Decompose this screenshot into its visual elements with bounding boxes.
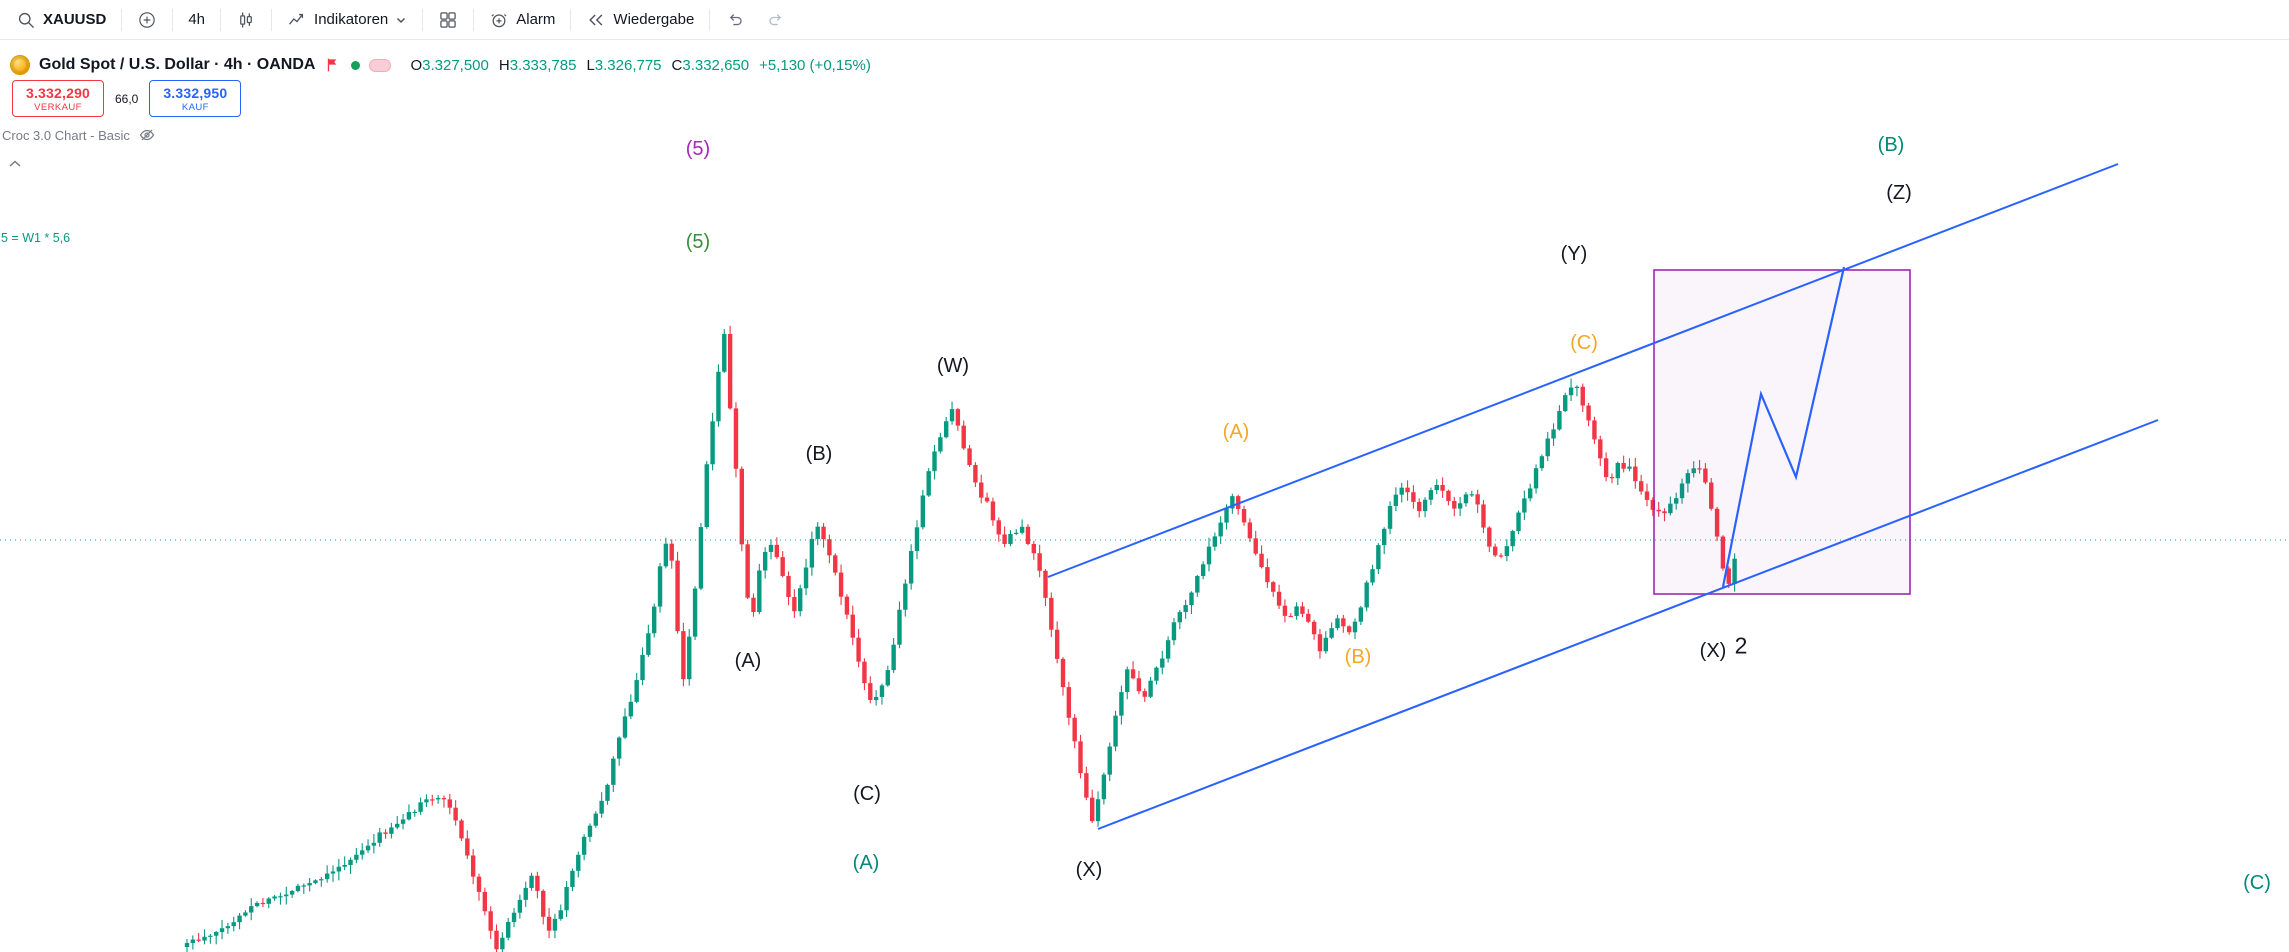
- wave-label[interactable]: (Z): [1886, 182, 1912, 204]
- alert-label: Alarm: [516, 11, 556, 28]
- replay-label: Wiedergabe: [613, 11, 695, 28]
- search-icon: [18, 12, 34, 28]
- eye-off-icon[interactable]: [139, 127, 155, 143]
- wave-label[interactable]: (C): [1570, 332, 1598, 354]
- toolbar-separator: [709, 8, 711, 31]
- wave-label[interactable]: (C): [853, 783, 881, 805]
- projection-box[interactable]: [1653, 269, 1911, 595]
- study-title[interactable]: Croc 3.0 Chart - Basic: [2, 127, 130, 143]
- study-value: 5 = W1 * 5,6: [1, 231, 71, 245]
- indicators-label: Indikatoren: [314, 11, 389, 28]
- replay-icon: [589, 13, 603, 26]
- wave-label[interactable]: (Y): [1560, 243, 1588, 265]
- toolbar-separator: [172, 8, 174, 31]
- sell-price: 3.332,290: [25, 85, 91, 101]
- toolbar-separator: [121, 8, 123, 31]
- sell-button[interactable]: 3.332,290 VERKAUF: [12, 80, 104, 117]
- trend-channel-line[interactable]: [1097, 419, 2159, 830]
- grid-layout-icon: [440, 11, 456, 28]
- market-status-dot[interactable]: [351, 60, 361, 70]
- undo-icon: [730, 13, 743, 25]
- collapse-caret-icon[interactable]: [8, 156, 22, 174]
- close-value: C3.332,650: [671, 56, 750, 74]
- chart-legend: Gold Spot / U.S. Dollar · 4h · OANDA O3.…: [10, 52, 871, 78]
- alarm-clock-icon: [491, 13, 507, 27]
- buy-label: KAUF: [181, 102, 209, 113]
- wave-label[interactable]: (C): [2243, 872, 2271, 894]
- wave-label[interactable]: (A): [734, 650, 762, 672]
- gold-symbol-icon: [10, 55, 30, 75]
- open-value: O3.327,500: [410, 56, 489, 74]
- toolbar-separator: [220, 8, 222, 31]
- low-value: L3.326,775: [586, 56, 662, 74]
- plus-circle-icon: [139, 11, 156, 28]
- wave-label[interactable]: (5): [685, 138, 711, 160]
- flag-icon[interactable]: [324, 56, 342, 74]
- undo-button[interactable]: [715, 4, 755, 36]
- ohlc-values: O3.327,500 H3.333,785 L3.326,775 C3.332,…: [410, 57, 870, 74]
- symbol-search-button[interactable]: XAUUSD: [6, 4, 116, 36]
- indicators-button[interactable]: Indikatoren: [277, 4, 417, 36]
- interval-button[interactable]: 4h: [178, 5, 215, 34]
- candles-icon: [240, 12, 252, 27]
- spread-value: 66,0: [115, 91, 139, 106]
- wave-label[interactable]: (A): [852, 852, 880, 874]
- wave-label[interactable]: (B): [1344, 646, 1372, 668]
- chart-type-button[interactable]: [226, 4, 266, 36]
- sell-label: VERKAUF: [34, 102, 82, 113]
- buy-button[interactable]: 3.332,950 KAUF: [149, 80, 242, 117]
- toolbar-separator: [422, 8, 424, 31]
- buy-price: 3.332,950: [163, 85, 228, 101]
- top-toolbar: XAUUSD 4h Indikatoren Alarm: [0, 0, 2289, 40]
- high-value: H3.333,785: [498, 56, 577, 74]
- compare-add-button[interactable]: [127, 4, 167, 36]
- wave-label[interactable]: (X): [1075, 859, 1103, 881]
- redo-button[interactable]: [756, 4, 796, 36]
- indicators-icon: [289, 13, 304, 25]
- wave-label[interactable]: 2: [1734, 632, 1748, 659]
- wave-label[interactable]: (W): [936, 355, 970, 377]
- layout-button[interactable]: [428, 4, 468, 36]
- symbol-name[interactable]: XAUUSD: [43, 11, 107, 28]
- trade-panel: 3.332,290 VERKAUF 66,0 3.332,950 KAUF: [12, 80, 242, 117]
- legend-title[interactable]: Gold Spot / U.S. Dollar · 4h · OANDA: [39, 56, 316, 73]
- toolbar-separator: [570, 8, 572, 31]
- indicator-pill-icon[interactable]: [369, 58, 392, 72]
- interval-label: 4h: [188, 11, 206, 28]
- chevron-down-icon: [397, 17, 406, 23]
- toolbar-separator: [271, 8, 273, 31]
- wave-label[interactable]: (5): [685, 231, 711, 253]
- study-legend[interactable]: Croc 3.0 Chart - Basic: [2, 127, 155, 143]
- wave-label[interactable]: (A): [1222, 421, 1250, 443]
- projection-zigzag[interactable]: [1721, 266, 1846, 588]
- wave-label[interactable]: (B): [1877, 134, 1905, 156]
- wave-label[interactable]: (X): [1699, 640, 1727, 662]
- trend-channel-line[interactable]: [1047, 163, 2119, 578]
- change-value: +5,130 (+0,15%): [759, 56, 871, 74]
- alert-button[interactable]: Alarm: [479, 4, 565, 36]
- wave-label[interactable]: (B): [805, 443, 833, 465]
- toolbar-separator: [473, 8, 475, 31]
- replay-button[interactable]: Wiedergabe: [576, 4, 704, 36]
- redo-icon: [769, 13, 782, 25]
